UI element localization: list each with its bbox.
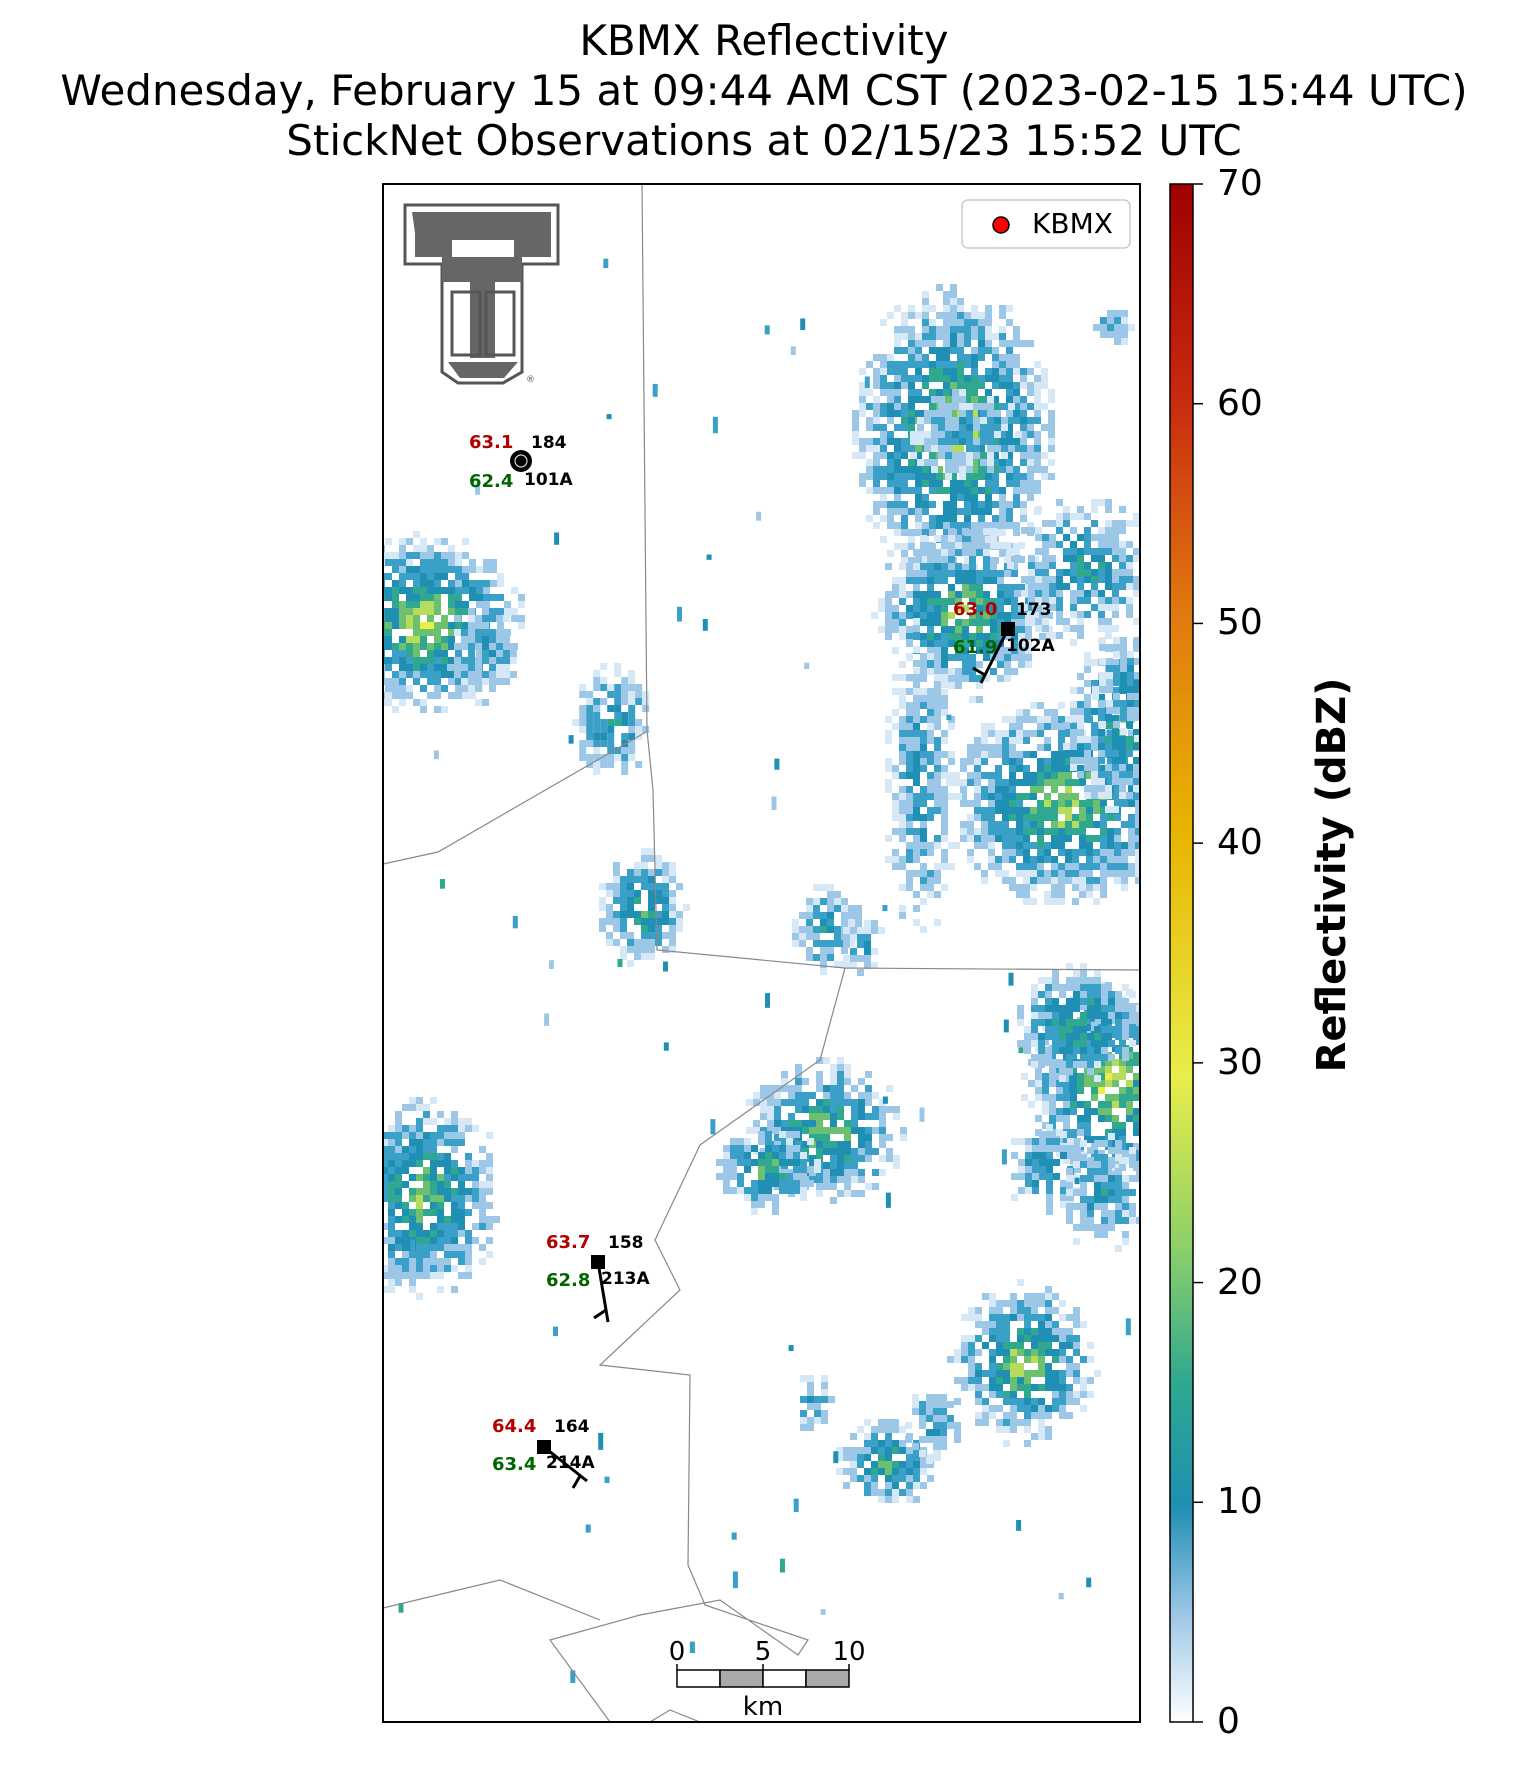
colorbar-tick-label: 40 <box>1217 822 1263 864</box>
station-dewpoint: 63.4 <box>492 1454 536 1475</box>
wind-barb-icon <box>543 1445 588 1483</box>
colorbar-gradient <box>1169 183 1194 1723</box>
calm-ring-icon <box>514 454 528 468</box>
colorbar-tick-label: 20 <box>1217 1261 1263 1303</box>
texas-tech-logo: ® <box>403 203 560 385</box>
kbmx-marker-icon <box>992 216 1010 234</box>
station-id: 214A <box>546 1453 595 1473</box>
chart-title: KBMX Reflectivity <box>579 16 949 65</box>
scale-segment <box>762 1669 807 1688</box>
colorbar-label: Reflectivity (dBZ) <box>1309 677 1355 1073</box>
scale-bar: 0 5 10 km <box>669 1637 866 1722</box>
colorbar-tick-label: 30 <box>1217 1041 1263 1083</box>
wind-barb-flag-icon <box>571 1475 582 1489</box>
station-id: 213A <box>601 1269 650 1289</box>
wind-barb-flag-icon <box>972 666 986 677</box>
legend-box <box>961 199 1131 249</box>
scale-tick-label: 5 <box>755 1637 772 1667</box>
legend: KBMX <box>961 199 1131 249</box>
chart-subtitle-time: Wednesday, February 15 at 09:44 AM CST (… <box>60 66 1468 115</box>
wind-barb-flag-icon <box>593 1308 607 1320</box>
colorbar-tick-label: 10 <box>1217 1481 1263 1523</box>
scale-tick-label: 10 <box>832 1637 865 1667</box>
station-213A[interactable]: 63.7 158 62.8 213A <box>546 1232 650 1323</box>
scale-tick-label: 0 <box>669 1637 686 1667</box>
station-id-num: 173 <box>1016 600 1052 620</box>
scale-segment <box>676 1669 721 1688</box>
station-101A[interactable]: 63.1 184 62.4 101A <box>469 432 573 492</box>
wind-barb-icon <box>596 1261 610 1323</box>
station-dewpoint: 62.4 <box>469 471 513 492</box>
station-temp: 63.1 <box>469 432 513 453</box>
station-temp: 63.7 <box>546 1232 590 1253</box>
map-frame <box>382 183 1141 1723</box>
station-id: 102A <box>1006 636 1055 656</box>
colorbar <box>1169 183 1203 1723</box>
station-id-num: 158 <box>608 1233 644 1253</box>
county-boundaries <box>383 184 1140 1722</box>
scale-segment <box>805 1669 850 1688</box>
scale-unit: km <box>743 1692 783 1722</box>
colorbar-tick-label: 0 <box>1217 1701 1240 1742</box>
calm-wind-icon <box>510 450 532 472</box>
sticknet-stations: 63.1 184 62.4 101A 63.0 173 61.9 102A 63… <box>469 432 1055 1489</box>
station-214A[interactable]: 64.4 164 63.4 214A <box>492 1416 595 1489</box>
station-102A[interactable]: 63.0 173 61.9 102A <box>953 599 1055 684</box>
station-id-num: 184 <box>531 433 567 453</box>
colorbar-tick-label: 50 <box>1217 602 1263 644</box>
station-temp: 64.4 <box>492 1416 536 1437</box>
station-id: 101A <box>524 470 573 490</box>
station-temp: 63.0 <box>953 599 997 620</box>
scale-segment <box>719 1669 764 1688</box>
legend-label: KBMX <box>1032 207 1113 240</box>
chart-subtitle-obs: StickNet Observations at 02/15/23 15:52 … <box>286 116 1242 165</box>
station-id-num: 164 <box>554 1417 590 1437</box>
station-dewpoint: 62.8 <box>546 1270 590 1291</box>
colorbar-tick-label: 70 <box>1217 163 1263 204</box>
radar-echoes <box>383 258 1140 1683</box>
colorbar-tick-label: 60 <box>1217 382 1263 424</box>
station-dewpoint: 61.9 <box>953 637 997 658</box>
